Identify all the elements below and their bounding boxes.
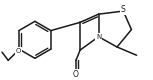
- Text: N: N: [96, 34, 101, 40]
- Text: O: O: [16, 48, 21, 54]
- Text: O: O: [73, 70, 79, 79]
- Text: S: S: [121, 5, 126, 14]
